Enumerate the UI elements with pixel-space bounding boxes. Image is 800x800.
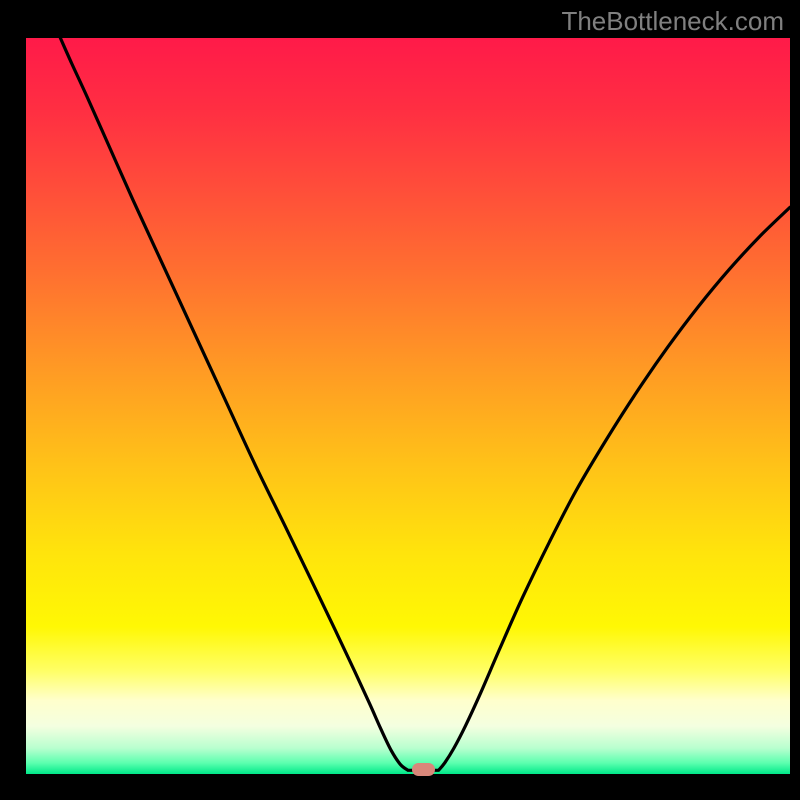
plot-area	[26, 38, 790, 774]
watermark-label: TheBottleneck.com	[561, 6, 784, 37]
bottleneck-curve	[26, 38, 790, 774]
optimum-marker	[412, 763, 435, 776]
